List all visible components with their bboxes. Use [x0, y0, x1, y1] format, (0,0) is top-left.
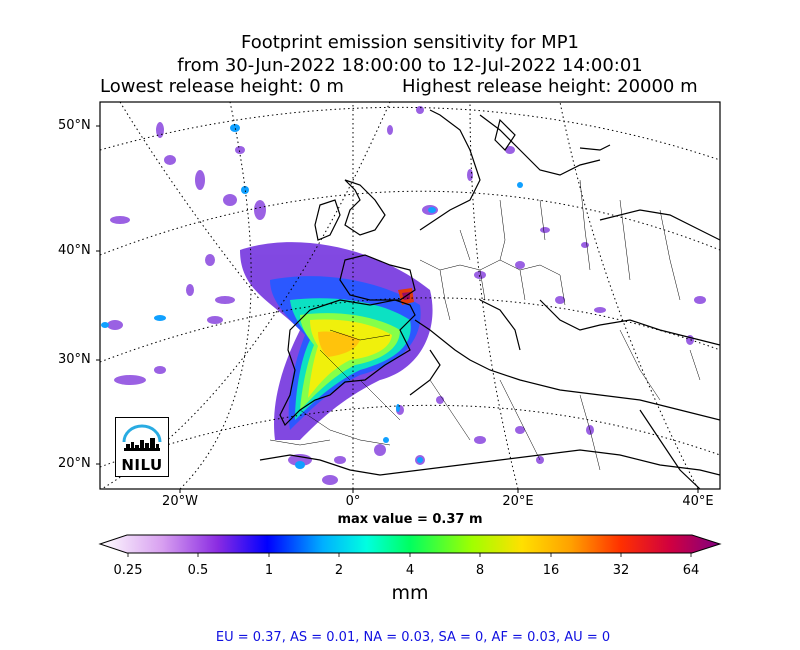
- axis-ticks: [96, 125, 699, 493]
- lon-label-20w: 20°W: [162, 494, 198, 509]
- nilu-logo-icon: [122, 424, 162, 451]
- max-value-label: max value = 0.37 m: [337, 512, 483, 527]
- region-totals: EU = 0.37, AS = 0.01, NA = 0.03, SA = 0,…: [215, 630, 611, 645]
- map-area: [100, 102, 720, 489]
- colorbar-tick: 2: [334, 563, 344, 578]
- nilu-logo: NILU: [115, 417, 169, 477]
- colorbar-tick: 4: [405, 563, 415, 578]
- colorbar-tick: 8: [475, 563, 485, 578]
- lat-label-30n: 30°N: [58, 352, 91, 367]
- colorbar: [98, 534, 722, 557]
- borders: [269, 179, 701, 471]
- sensitivity-plume: [240, 242, 433, 440]
- map-title: Footprint emission sensitivity for MP1: [240, 32, 579, 53]
- lon-label-0: 0°: [345, 494, 361, 509]
- lat-label-50n: 50°N: [58, 118, 91, 133]
- lon-label-20e: 20°E: [502, 494, 534, 509]
- colorbar-unit: mm: [391, 582, 429, 604]
- date-range: from 30-Jun-2022 18:00:00 to 12-Jul-2022…: [177, 55, 643, 76]
- colorbar-tick: 64: [682, 563, 700, 578]
- scattered-peaks: [101, 124, 523, 469]
- colorbar-tick: 0.5: [187, 563, 209, 578]
- lat-label-20n: 20°N: [58, 456, 91, 471]
- lon-label-40e: 40°E: [682, 494, 714, 509]
- highest-release-height: Highest release height: 20000 m: [402, 76, 698, 97]
- colorbar-tick: 0.25: [113, 563, 143, 578]
- coastlines: [259, 109, 720, 489]
- colorbar-tick: 32: [612, 563, 630, 578]
- colorbar-tick: 16: [542, 563, 560, 578]
- colorbar-tick: 1: [264, 563, 274, 578]
- lat-label-40n: 40°N: [58, 243, 91, 258]
- map-frame: [99, 101, 721, 490]
- graticule: [100, 102, 720, 489]
- lowest-release-height: Lowest release height: 0 m: [100, 76, 344, 97]
- nilu-logo-text: NILU: [121, 456, 163, 474]
- scattered-sensitivity: [107, 106, 706, 485]
